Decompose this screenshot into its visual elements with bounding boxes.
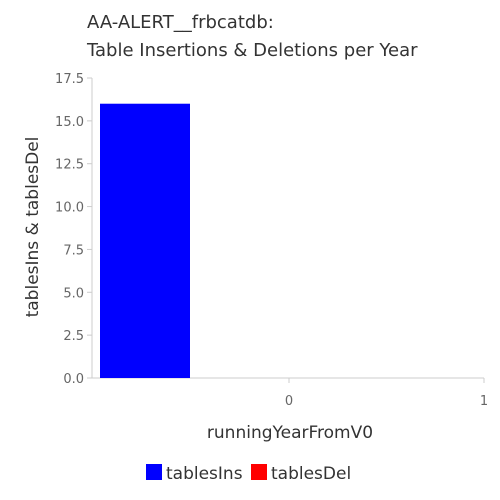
y-tick-label: 7.5	[63, 243, 84, 258]
y-tick-label: 12.5	[55, 158, 84, 173]
x-tick-label: 0	[285, 394, 293, 409]
legend-label-tablesIns: tablesIns	[166, 464, 243, 484]
bar-tablesIns-0	[100, 103, 190, 378]
y-axis-title: tablesIns & tablesDel	[23, 137, 43, 318]
y-tick-label: 2.5	[63, 329, 84, 344]
x-tick-label: 1	[480, 394, 488, 409]
x-axis-title: runningYearFromV0	[207, 423, 373, 443]
legend: tablesIns tablesDel	[146, 464, 351, 484]
legend-swatch-tablesIns	[146, 464, 162, 480]
y-tick-label: 10.0	[55, 201, 84, 216]
chart-title-line-2: Table Insertions & Deletions per Year	[86, 40, 418, 61]
plot-area: 0.0 2.5 5.0 7.5 10.0 12.5 15.0 17.5 0 1	[55, 72, 488, 409]
legend-label-tablesDel: tablesDel	[271, 464, 351, 484]
y-tick-label: 15.0	[55, 115, 84, 130]
y-tick-label: 5.0	[63, 286, 84, 301]
chart-title-line-1: AA-ALERT__frbcatdb:	[87, 12, 274, 33]
y-tick-label: 0.0	[63, 372, 84, 387]
legend-swatch-tablesDel	[251, 464, 267, 480]
y-tick-label: 17.5	[55, 72, 84, 87]
